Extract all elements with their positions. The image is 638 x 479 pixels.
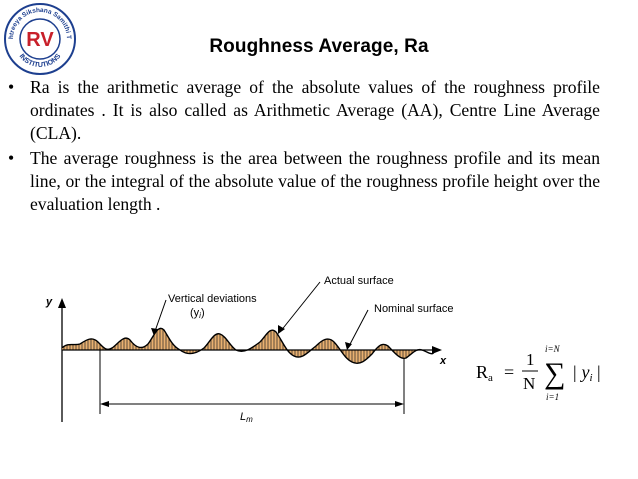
formula-term: | yi |: [572, 362, 601, 384]
vertical-deviations-label: Vertical deviations: [168, 293, 257, 305]
vertical-deviations-leader: [153, 299, 167, 335]
x-axis-arrow: [432, 346, 442, 354]
formula-equals: =: [504, 362, 514, 382]
formula-sum-bottom: i=1: [546, 392, 559, 402]
bullet-text: Ra is the arithmetic average of the abso…: [30, 77, 600, 143]
lm-right-arrow: [395, 401, 404, 407]
bullet-marker: •: [8, 148, 15, 168]
actual-surface-arrow: [278, 325, 285, 334]
formula-numerator: 1: [526, 350, 535, 369]
profile-area-above: [62, 328, 422, 350]
formula-denominator: N: [523, 374, 535, 393]
nominal-surface-label: Nominal surface: [374, 303, 453, 315]
slide-title: Roughness Average, Ra: [209, 36, 429, 57]
vertical-deviations-arrow: [151, 328, 158, 336]
bullet-item: • Ra is the arithmetic average of the ab…: [8, 76, 600, 145]
lm-label: Lm: [240, 411, 253, 424]
formula-lhs: Ra: [476, 362, 493, 384]
bullet-list: • Ra is the arithmetic average of the ab…: [8, 76, 600, 218]
rv-logo: Rashtreeya Sikshana Samithi Trust INSTIT…: [3, 2, 76, 75]
ra-formula: Ra = 1 N i=N ∑ i=1 | yi |: [476, 344, 601, 402]
actual-surface-leader: [279, 281, 321, 333]
yi-label: (yi): [190, 307, 205, 320]
nominal-surface-leader: [347, 309, 369, 349]
bullet-text: The average roughness is the area betwee…: [30, 148, 600, 214]
formula-sum-symbol: ∑: [544, 357, 565, 390]
bullet-item: • The average roughness is the area betw…: [8, 147, 600, 216]
y-axis-label: y: [45, 296, 53, 308]
x-axis-label: x: [439, 355, 447, 367]
logo-letters: RV: [26, 29, 54, 51]
formula-sum-top: i=N: [545, 344, 561, 354]
nominal-surface-arrow: [345, 342, 352, 350]
profile-area-below: [62, 350, 422, 364]
y-axis-arrow: [58, 298, 66, 308]
roughness-profile-diagram: y x Vertical deviations (yi) Actual surf…: [45, 275, 453, 424]
bullet-marker: •: [8, 77, 15, 97]
actual-surface-label: Actual surface: [324, 275, 394, 287]
lm-left-arrow: [100, 401, 109, 407]
